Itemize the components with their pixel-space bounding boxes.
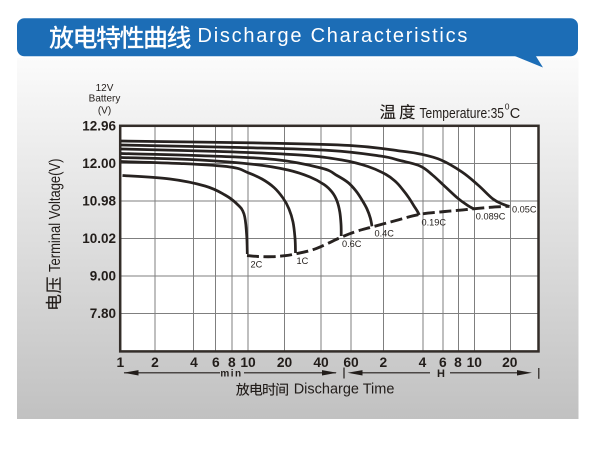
svg-text:Battery: Battery — [89, 94, 121, 105]
svg-text:Temperature:35: Temperature:35 — [420, 105, 505, 122]
svg-text:Terminal Voltage(V): Terminal Voltage(V) — [47, 159, 64, 273]
svg-text:6: 6 — [212, 355, 220, 370]
svg-text:1C: 1C — [297, 256, 309, 266]
svg-text:8: 8 — [454, 355, 462, 370]
svg-text:min: min — [220, 369, 242, 380]
svg-text:10.98: 10.98 — [82, 194, 116, 209]
svg-text:20: 20 — [277, 355, 293, 370]
svg-text:10: 10 — [467, 355, 483, 370]
svg-text:9.00: 9.00 — [90, 269, 116, 284]
svg-text:2C: 2C — [251, 260, 263, 270]
svg-text:Discharge Characteristics: Discharge Characteristics — [198, 25, 470, 47]
svg-text:4: 4 — [419, 355, 427, 370]
svg-text:Discharge Time: Discharge Time — [294, 381, 395, 397]
svg-text:2: 2 — [151, 355, 159, 370]
svg-text:0.19C: 0.19C — [422, 218, 447, 228]
svg-text:8: 8 — [228, 355, 236, 370]
svg-text:12.00: 12.00 — [82, 156, 116, 171]
svg-text:20: 20 — [502, 355, 518, 370]
svg-text:H: H — [437, 368, 445, 380]
svg-text:40: 40 — [313, 355, 329, 370]
svg-text:1: 1 — [117, 355, 125, 370]
svg-text:6: 6 — [439, 355, 447, 370]
svg-text:4: 4 — [190, 355, 198, 370]
svg-text:0.6C: 0.6C — [342, 239, 362, 249]
svg-text:0.089C: 0.089C — [476, 212, 506, 222]
svg-text:0.4C: 0.4C — [375, 229, 395, 239]
svg-text:C: C — [510, 106, 520, 122]
svg-text:60: 60 — [343, 355, 359, 370]
svg-text:0.05C: 0.05C — [512, 205, 537, 215]
svg-text:10: 10 — [240, 355, 256, 370]
svg-text:(V): (V) — [98, 105, 111, 116]
svg-text:12V: 12V — [96, 83, 114, 94]
svg-text:0: 0 — [505, 102, 510, 112]
svg-text:2: 2 — [379, 355, 387, 370]
svg-text:10.02: 10.02 — [82, 231, 116, 246]
svg-text:7.80: 7.80 — [90, 306, 116, 321]
svg-text:12.96: 12.96 — [82, 118, 116, 133]
